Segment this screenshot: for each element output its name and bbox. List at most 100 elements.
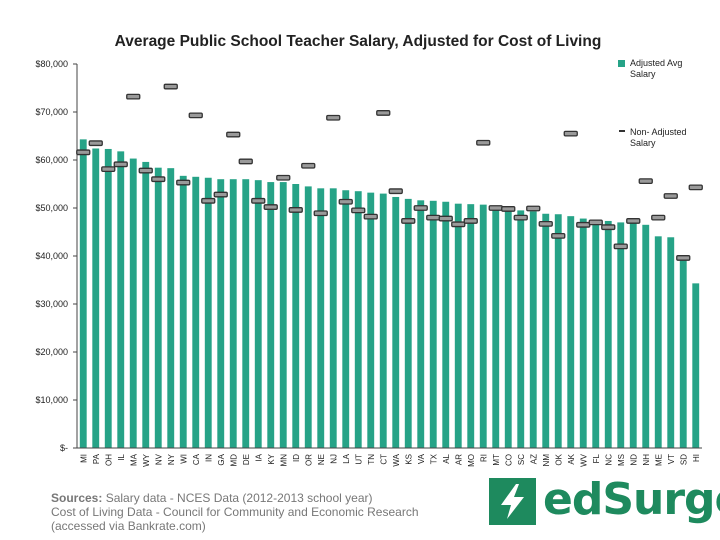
sources-note: Sources: Salary data - NCES Data (2012-2… (51, 491, 419, 533)
x-tick-label: GA (217, 453, 226, 465)
marker-ky (263, 204, 278, 210)
x-tick-label: KS (404, 454, 413, 465)
y-tick-label: $30,000 (35, 299, 68, 309)
x-tick-label: AL (442, 453, 451, 463)
x-tick-label: NC (604, 454, 613, 466)
marker-sd (676, 255, 691, 261)
marker-ct (376, 110, 391, 116)
y-tick-label: $20,000 (35, 347, 68, 357)
legend-swatch-bar (618, 60, 625, 67)
x-tick-label: RI (479, 454, 488, 462)
marker-or (301, 162, 316, 169)
marker-ms (613, 243, 628, 250)
bar-hi (692, 283, 700, 448)
x-tick-label: MS (617, 454, 626, 466)
marker-fl (588, 219, 603, 226)
bar-fl (592, 220, 600, 448)
bar-tx (429, 200, 437, 448)
bar-nm (542, 213, 550, 448)
marker-ri (476, 139, 491, 146)
bar-series (79, 139, 700, 449)
bar-ia (254, 180, 262, 448)
marker-id (288, 207, 303, 213)
marker-nd (626, 218, 641, 224)
marker-wi (176, 179, 191, 186)
marker-md (226, 131, 241, 138)
x-tick-label: NJ (329, 454, 338, 464)
bar-in (204, 177, 212, 448)
marker-ny (163, 83, 178, 90)
bar-az (529, 211, 537, 448)
marker-nv (151, 176, 166, 183)
x-tick-label: UT (354, 454, 363, 465)
marker-la (338, 198, 353, 205)
bar-ak (567, 216, 575, 448)
x-tick-label: NE (317, 454, 326, 465)
marker-wy (138, 167, 153, 174)
marker-ne (313, 210, 328, 217)
bar-nh (642, 224, 650, 448)
x-tick-label: FL (592, 453, 601, 463)
marker-ar (451, 221, 466, 228)
x-tick-label: AR (454, 454, 463, 465)
x-tick-label: WI (179, 454, 188, 464)
logo-wordmark: edSurge (543, 474, 720, 525)
bar-ny (167, 168, 175, 448)
x-tick-label: AK (567, 453, 576, 464)
bar-ri (479, 204, 487, 448)
bar-ar (454, 203, 462, 448)
x-tick-label: NY (167, 453, 176, 465)
marker-pa (88, 140, 103, 147)
bar-pa (92, 148, 100, 449)
x-tick-label: MN (279, 454, 288, 467)
y-tick-label: $80,000 (35, 59, 68, 69)
x-axis: MI PA OH IL MA WY NV NY WI CA IN GA MD DE IA KY MN ID OR NE… (77, 447, 702, 467)
sources-line-2: Cost of Living Data - Council for Commun… (51, 505, 419, 519)
x-tick-label: MT (492, 454, 501, 466)
bar-la (342, 190, 350, 449)
marker-ak (563, 130, 578, 137)
y-axis: $- $10,000 $20,000 $30,000 $40,000 $50,000 $60… (35, 59, 78, 453)
bar-ms (617, 222, 625, 448)
bar-mt (492, 205, 500, 448)
marker-wv (576, 221, 591, 228)
x-tick-label: SD (679, 454, 688, 465)
marker-ia (251, 197, 266, 204)
y-tick-label: $10,000 (35, 395, 68, 405)
x-tick-label: WA (392, 453, 401, 466)
bar-sd (679, 256, 687, 448)
marker-ok (551, 232, 566, 239)
x-tick-label: IA (254, 453, 263, 461)
marker-al (438, 215, 453, 222)
marker-nh (638, 178, 653, 185)
x-tick-label: OR (304, 454, 313, 466)
bar-mi (79, 139, 87, 449)
bar-il (117, 151, 125, 449)
x-tick-label: CO (504, 454, 513, 466)
marker-ga (213, 191, 228, 198)
bar-ne (317, 188, 325, 448)
bar-oh (104, 148, 112, 448)
marker-nj (326, 114, 341, 121)
bar-mn (279, 182, 287, 448)
bar-ma (129, 158, 137, 448)
bar-ok (554, 214, 562, 448)
x-tick-label: WV (579, 453, 588, 467)
salary-chart: Average Public School Teacher Salary, Ad… (35, 33, 703, 467)
marker-az (526, 205, 541, 212)
marker-ma (126, 93, 141, 100)
bar-nj (329, 188, 337, 448)
bar-nd (629, 222, 637, 448)
x-tick-label: MA (129, 453, 138, 466)
marker-oh (101, 166, 116, 173)
y-tick-label: $70,000 (35, 107, 68, 117)
sources-line-3: (accessed via Bankrate.com) (51, 519, 206, 533)
marker-mo (463, 218, 478, 224)
marker-mi (76, 149, 91, 156)
x-tick-label: DE (242, 454, 251, 465)
bar-vt (667, 237, 675, 448)
bar-ca (192, 176, 200, 449)
sources-line-1: Salary data - NCES Data (2012-2013 schoo… (102, 491, 373, 505)
chart-title: Average Public School Teacher Salary, Ad… (115, 33, 602, 50)
bar-mo (467, 204, 475, 448)
